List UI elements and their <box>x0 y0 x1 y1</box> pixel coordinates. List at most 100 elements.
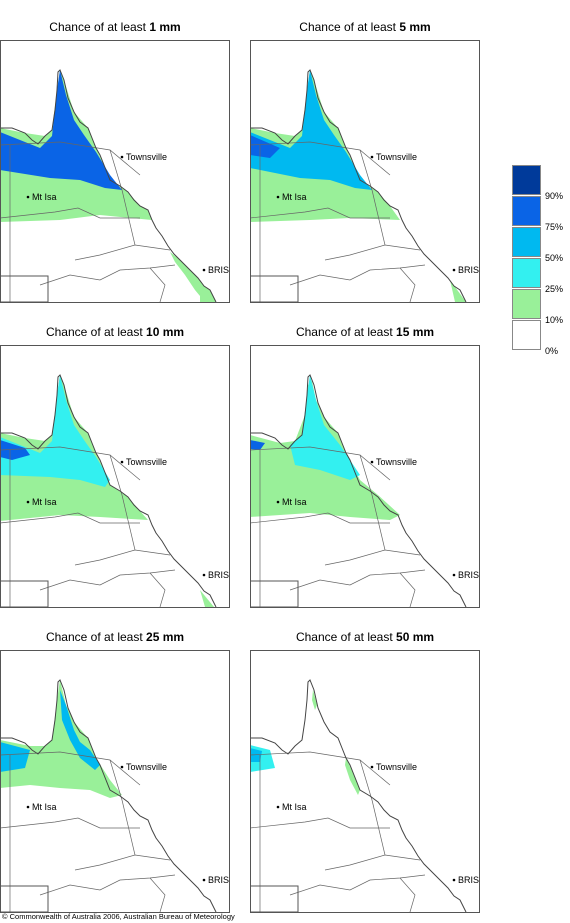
state-border <box>0 141 141 176</box>
probability-band <box>170 252 216 302</box>
state-border <box>359 759 386 856</box>
probability-band <box>0 70 122 190</box>
state-border <box>0 817 140 829</box>
inset-box <box>250 885 299 913</box>
coastline <box>250 69 467 303</box>
panel-title: Chance of at least 10 mm <box>45 325 185 339</box>
legend-label: 50% <box>545 253 564 263</box>
legend-swatch <box>512 227 541 257</box>
place-label-brisbane: BRIS <box>208 265 229 275</box>
panel-title: Chance of at least 25 mm <box>45 630 185 644</box>
queensland-map-svg: Townsville Mt Isa BRIS <box>0 650 230 913</box>
legend-swatch <box>512 320 541 350</box>
place-label-brisbane: BRIS <box>458 570 479 580</box>
legend-swatch <box>512 165 541 195</box>
inset-box <box>0 275 49 303</box>
state-border <box>109 149 136 246</box>
state-border <box>399 267 416 303</box>
queensland-map-svg: Townsville Mt Isa BRIS <box>0 40 230 303</box>
map-frame <box>250 40 480 303</box>
place-label-brisbane: BRIS <box>458 265 479 275</box>
map-frame <box>0 650 230 913</box>
city-marker <box>276 500 280 504</box>
probability-band <box>250 440 265 450</box>
probability-band <box>0 375 110 487</box>
state-border <box>74 549 171 566</box>
coastline <box>0 374 217 608</box>
state-border <box>0 207 140 219</box>
city-marker <box>370 155 374 159</box>
probability-band <box>312 690 317 710</box>
probability-band <box>60 690 100 770</box>
place-label-brisbane: BRIS <box>208 875 229 885</box>
state-border <box>74 244 171 261</box>
probability-band <box>250 70 372 190</box>
probability-band <box>200 590 214 607</box>
inset-box <box>250 275 299 303</box>
probability-band <box>0 742 30 772</box>
rainfall-map: Townsville Mt Isa BRIS <box>0 345 230 609</box>
coastline <box>0 69 217 303</box>
city-marker <box>26 805 30 809</box>
place-label-townsville: Townsville <box>126 762 167 772</box>
legend-swatch <box>512 258 541 288</box>
rainfall-map: Townsville Mt Isa BRIS <box>250 650 480 914</box>
queensland-map-svg: Townsville Mt Isa BRIS <box>250 345 480 608</box>
coastline <box>250 679 467 913</box>
state-border <box>74 854 171 871</box>
place-label-mt-isa: Mt Isa <box>282 192 307 202</box>
probability-band <box>290 375 360 480</box>
place-label-mt-isa: Mt Isa <box>32 192 57 202</box>
place-label-mt-isa: Mt Isa <box>32 497 57 507</box>
panel-title: Chance of at least 50 mm <box>295 630 435 644</box>
copyright-notice: © Commonwealth of Australia 2006, Austra… <box>2 912 235 921</box>
state-border <box>149 877 166 913</box>
state-border <box>39 569 176 591</box>
state-border <box>149 267 166 303</box>
state-border <box>289 874 426 896</box>
legend-label: 10% <box>545 315 564 325</box>
state-border <box>39 264 176 286</box>
place-label-townsville: Townsville <box>126 152 167 162</box>
city-marker <box>26 500 30 504</box>
state-border <box>250 141 391 176</box>
probability-band <box>250 135 280 158</box>
state-border <box>250 207 390 219</box>
map-frame <box>250 345 480 608</box>
state-border <box>359 149 386 246</box>
state-border <box>324 854 421 871</box>
state-border <box>289 264 426 286</box>
state-border <box>0 446 141 481</box>
place-label-brisbane: BRIS <box>208 570 229 580</box>
city-marker <box>120 765 124 769</box>
probability-band <box>345 758 360 795</box>
city-marker <box>452 268 456 272</box>
state-border <box>399 572 416 608</box>
state-border <box>109 759 136 856</box>
city-marker <box>26 195 30 199</box>
rainfall-map: Townsville Mt Isa BRIS <box>250 40 480 304</box>
place-label-townsville: Townsville <box>376 152 417 162</box>
city-marker <box>120 460 124 464</box>
inset-box <box>0 885 49 913</box>
state-border <box>109 454 136 551</box>
state-border <box>250 817 390 829</box>
state-border <box>324 549 421 566</box>
state-border <box>0 512 140 524</box>
probability-band <box>0 440 30 460</box>
city-marker <box>276 195 280 199</box>
city-marker <box>452 878 456 882</box>
place-label-mt-isa: Mt Isa <box>282 497 307 507</box>
queensland-map-svg: Townsville Mt Isa BRIS <box>250 40 480 303</box>
map-frame <box>250 650 480 913</box>
state-border <box>149 572 166 608</box>
city-marker <box>452 573 456 577</box>
place-label-brisbane: BRIS <box>458 875 479 885</box>
coastline <box>250 374 467 608</box>
state-border <box>250 446 391 481</box>
state-border <box>250 512 390 524</box>
coastline <box>0 679 217 913</box>
place-label-townsville: Townsville <box>376 457 417 467</box>
legend-swatch <box>512 196 541 226</box>
city-marker <box>370 460 374 464</box>
